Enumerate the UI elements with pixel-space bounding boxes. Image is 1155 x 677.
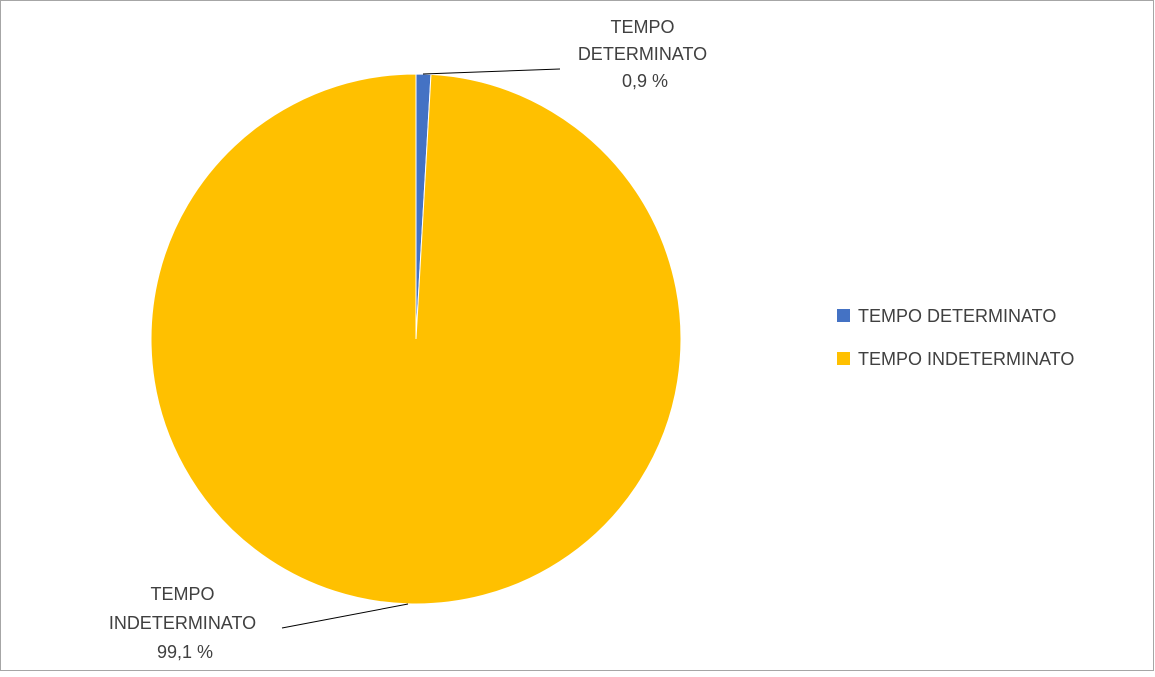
data-label-indeterminato-line2: INDETERMINATO — [109, 613, 256, 633]
data-label-determinato: TEMPO DETERMINATO 0,9 % — [578, 17, 712, 91]
legend: TEMPO DETERMINATO TEMPO INDETERMINATO — [837, 306, 1074, 369]
data-label-determinato-line1: TEMPO — [610, 17, 674, 37]
data-label-determinato-value: 0,9 % — [622, 71, 668, 91]
leader-line-determinato — [422, 68, 561, 75]
pie-slice-tempo-indeterminato — [150, 73, 682, 605]
pie-slices — [150, 73, 682, 605]
legend-swatch-indeterminato — [837, 352, 850, 365]
legend-label-determinato: TEMPO DETERMINATO — [858, 306, 1056, 326]
legend-label-indeterminato: TEMPO INDETERMINATO — [858, 349, 1074, 369]
data-label-determinato-line2: DETERMINATO — [578, 44, 707, 64]
data-label-indeterminato-value: 99,1 % — [157, 642, 213, 662]
leader-line-indeterminato — [281, 603, 409, 629]
data-label-indeterminato: TEMPO INDETERMINATO 99,1 % — [109, 584, 261, 662]
legend-entry-determinato: TEMPO DETERMINATO — [837, 306, 1056, 326]
legend-swatch-determinato — [837, 309, 850, 322]
data-label-indeterminato-line1: TEMPO — [150, 584, 214, 604]
legend-entry-indeterminato: TEMPO INDETERMINATO — [837, 349, 1074, 369]
